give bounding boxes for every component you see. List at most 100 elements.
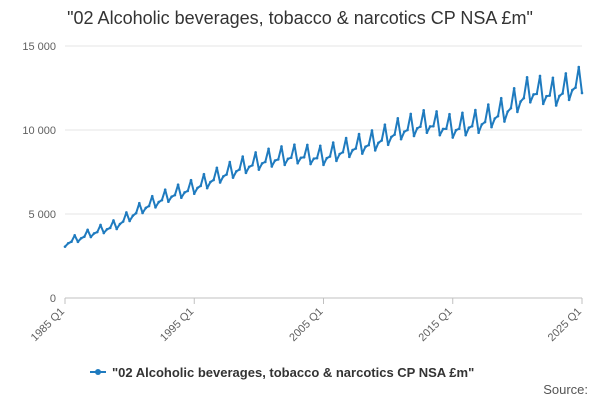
data-point bbox=[470, 124, 474, 128]
data-point bbox=[554, 104, 558, 107]
data-point bbox=[551, 76, 555, 80]
data-point bbox=[380, 139, 383, 142]
data-point bbox=[448, 112, 451, 116]
data-point bbox=[147, 204, 151, 208]
data-point bbox=[150, 194, 154, 198]
data-point bbox=[254, 151, 257, 154]
data-point bbox=[105, 227, 109, 231]
data-point bbox=[309, 162, 312, 166]
data-point bbox=[96, 230, 99, 234]
data-point bbox=[506, 110, 509, 113]
data-point bbox=[138, 201, 141, 205]
data-point bbox=[160, 198, 164, 202]
data-point bbox=[541, 102, 545, 106]
data-point bbox=[118, 222, 122, 226]
data-point bbox=[545, 94, 548, 98]
data-point bbox=[428, 125, 432, 128]
x-tick-label: 2015 Q1 bbox=[417, 306, 455, 344]
data-point bbox=[338, 152, 341, 156]
data-point bbox=[280, 145, 283, 148]
data-point bbox=[247, 165, 251, 169]
data-point bbox=[435, 110, 438, 113]
data-point bbox=[341, 150, 345, 154]
data-point bbox=[558, 94, 561, 98]
data-point bbox=[89, 235, 93, 239]
y-tick-label: 15 000 bbox=[22, 41, 56, 53]
series-layer bbox=[63, 65, 584, 248]
grid-layer bbox=[65, 45, 582, 299]
data-point bbox=[402, 130, 406, 133]
data-point bbox=[183, 191, 186, 194]
data-point bbox=[525, 76, 529, 79]
data-point bbox=[538, 74, 542, 78]
x-tick-label: 1995 Q1 bbox=[158, 306, 196, 344]
data-point bbox=[477, 131, 480, 135]
data-point bbox=[170, 195, 173, 198]
data-point bbox=[522, 96, 526, 100]
data-point bbox=[202, 172, 206, 176]
data-point bbox=[225, 173, 228, 176]
y-tick-label: 5 000 bbox=[28, 209, 56, 221]
data-point bbox=[257, 168, 261, 171]
legend-label: "02 Alcoholic beverages, tobacco & narco… bbox=[112, 365, 474, 380]
data-point bbox=[373, 149, 377, 152]
data-point bbox=[125, 211, 128, 214]
data-point bbox=[196, 186, 199, 190]
data-point bbox=[92, 232, 96, 235]
data-point bbox=[131, 214, 135, 217]
data-point bbox=[322, 163, 325, 167]
data-point bbox=[218, 181, 222, 184]
axis-layer: 0 5 000 10 000 15 000 1985 Q1 1995 Q1 2005 Q1 2… bbox=[22, 41, 584, 344]
data-point bbox=[134, 211, 138, 215]
data-point bbox=[228, 160, 232, 164]
data-point bbox=[234, 170, 238, 173]
data-point bbox=[419, 125, 422, 128]
data-point bbox=[270, 165, 274, 168]
data-point bbox=[532, 93, 535, 96]
data-point bbox=[386, 143, 390, 147]
y-tick-label: 10 000 bbox=[22, 125, 56, 137]
data-point bbox=[425, 131, 429, 135]
data-point bbox=[205, 186, 209, 190]
data-point bbox=[173, 193, 177, 197]
data-point bbox=[457, 127, 461, 131]
data-point bbox=[432, 124, 435, 128]
data-point bbox=[112, 219, 115, 222]
data-point bbox=[464, 133, 467, 137]
data-point bbox=[351, 148, 354, 152]
data-point bbox=[344, 136, 348, 140]
data-point bbox=[296, 161, 299, 165]
data-point bbox=[328, 155, 332, 158]
data-point bbox=[574, 86, 577, 89]
data-point bbox=[302, 156, 306, 159]
data-point bbox=[493, 117, 497, 120]
data-point bbox=[377, 141, 380, 145]
legend[interactable]: "02 Alcoholic beverages, tobacco & narco… bbox=[90, 365, 474, 380]
data-point bbox=[335, 159, 338, 163]
x-tick-label: 1985 Q1 bbox=[29, 306, 67, 344]
data-point bbox=[474, 108, 477, 112]
data-point bbox=[312, 157, 316, 160]
data-point bbox=[180, 196, 183, 200]
data-point bbox=[529, 100, 532, 104]
data-point bbox=[276, 158, 280, 161]
data-point bbox=[512, 87, 516, 90]
data-point bbox=[360, 152, 364, 155]
data-point bbox=[299, 156, 303, 160]
data-point bbox=[390, 135, 393, 139]
data-point bbox=[412, 134, 416, 138]
data-point bbox=[490, 125, 493, 129]
data-point bbox=[79, 236, 83, 240]
data-point bbox=[483, 120, 487, 124]
data-point bbox=[315, 156, 319, 160]
data-point bbox=[561, 92, 564, 95]
data-point bbox=[128, 219, 131, 223]
data-point bbox=[66, 241, 70, 245]
data-point bbox=[176, 183, 180, 186]
data-point bbox=[267, 147, 270, 151]
data-point bbox=[357, 132, 361, 136]
data-point bbox=[548, 94, 551, 97]
data-point bbox=[260, 162, 264, 165]
